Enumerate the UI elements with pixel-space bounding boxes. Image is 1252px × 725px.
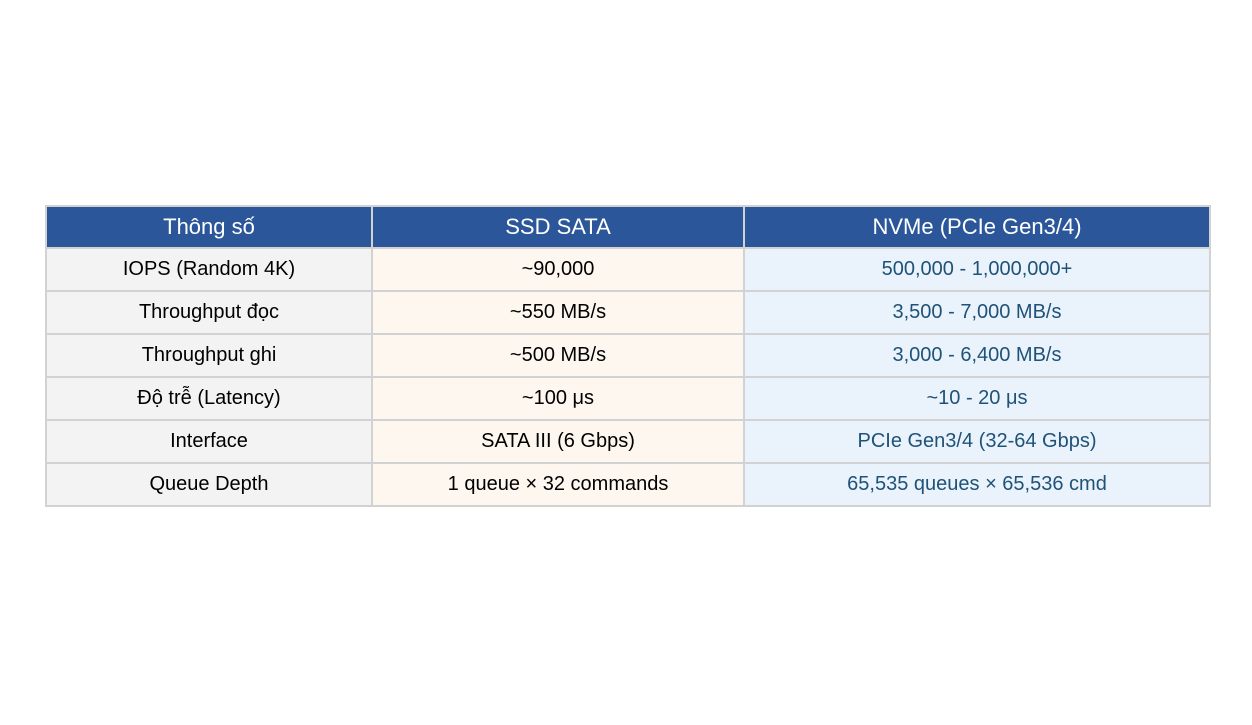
cell-parameter: Queue Depth: [45, 462, 373, 507]
comparison-table: Thông số SSD SATA NVMe (PCIe Gen3/4) IOP…: [45, 205, 1211, 507]
table-row: Độ trễ (Latency) ~100 μs ~10 - 20 μs: [45, 376, 1211, 421]
cell-ssd-sata: ~500 MB/s: [371, 333, 745, 378]
table-row: Interface SATA III (6 Gbps) PCIe Gen3/4 …: [45, 419, 1211, 464]
cell-parameter: Interface: [45, 419, 373, 464]
cell-nvme: 3,000 - 6,400 MB/s: [743, 333, 1211, 378]
cell-nvme: ~10 - 20 μs: [743, 376, 1211, 421]
cell-nvme: 3,500 - 7,000 MB/s: [743, 290, 1211, 335]
cell-nvme: 65,535 queues × 65,536 cmd: [743, 462, 1211, 507]
cell-nvme: PCIe Gen3/4 (32-64 Gbps): [743, 419, 1211, 464]
table-row: Queue Depth 1 queue × 32 commands 65,535…: [45, 462, 1211, 507]
cell-ssd-sata: 1 queue × 32 commands: [371, 462, 745, 507]
cell-parameter: IOPS (Random 4K): [45, 247, 373, 292]
cell-ssd-sata: SATA III (6 Gbps): [371, 419, 745, 464]
table-row: IOPS (Random 4K) ~90,000 500,000 - 1,000…: [45, 247, 1211, 292]
cell-parameter: Throughput ghi: [45, 333, 373, 378]
table-header-row: Thông số SSD SATA NVMe (PCIe Gen3/4): [45, 205, 1211, 249]
cell-ssd-sata: ~550 MB/s: [371, 290, 745, 335]
cell-ssd-sata: ~90,000: [371, 247, 745, 292]
cell-parameter: Độ trễ (Latency): [45, 376, 373, 421]
cell-parameter: Throughput đọc: [45, 290, 373, 335]
table-row: Throughput ghi ~500 MB/s 3,000 - 6,400 M…: [45, 333, 1211, 378]
header-parameter: Thông số: [45, 205, 373, 249]
cell-ssd-sata: ~100 μs: [371, 376, 745, 421]
cell-nvme: 500,000 - 1,000,000+: [743, 247, 1211, 292]
header-ssd-sata: SSD SATA: [371, 205, 745, 249]
header-nvme: NVMe (PCIe Gen3/4): [743, 205, 1211, 249]
table-row: Throughput đọc ~550 MB/s 3,500 - 7,000 M…: [45, 290, 1211, 335]
